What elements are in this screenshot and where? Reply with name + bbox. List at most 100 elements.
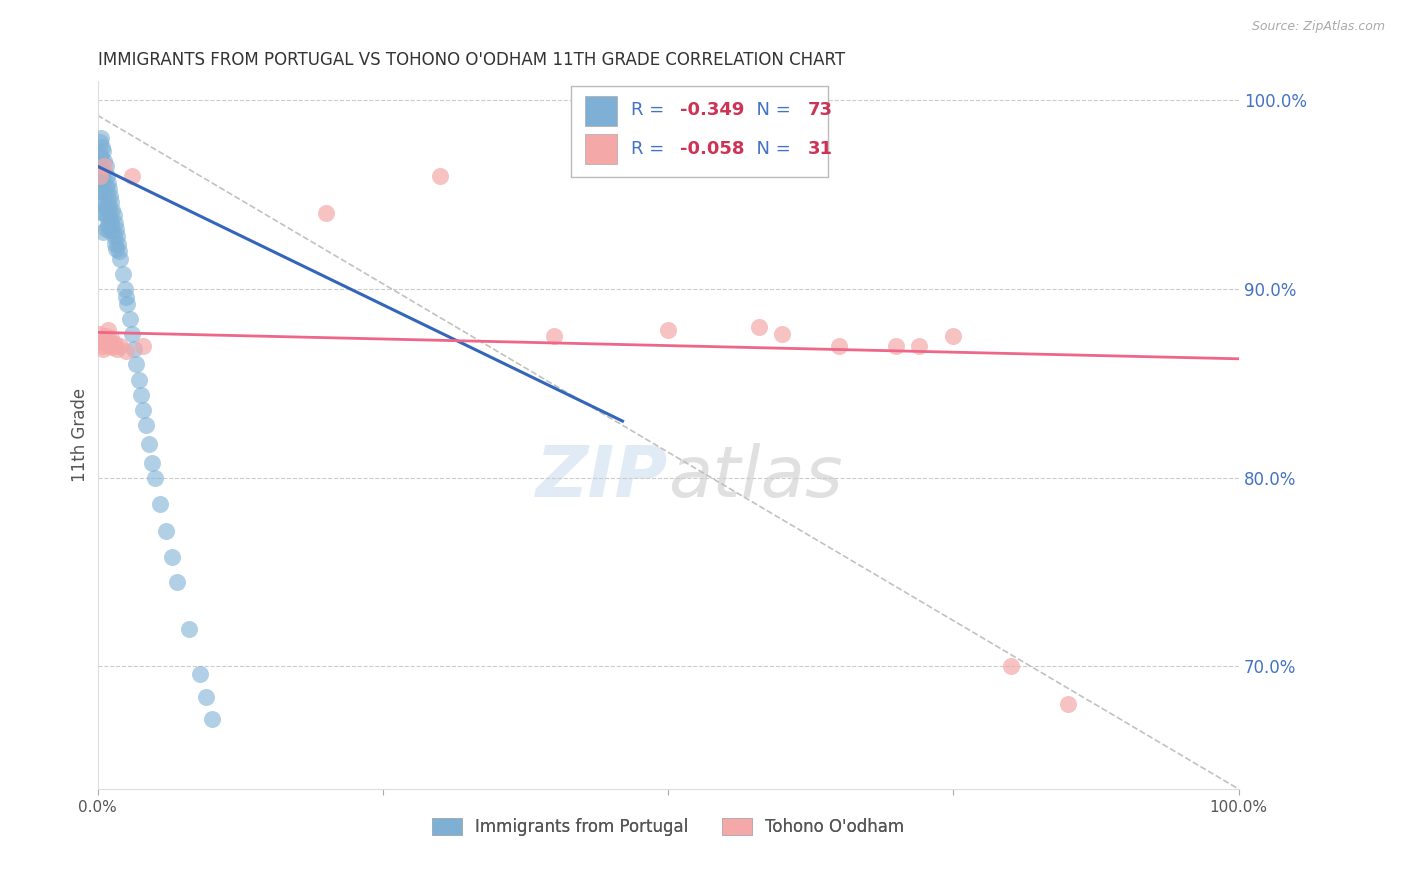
Text: 31: 31 xyxy=(807,139,832,158)
Text: N =: N = xyxy=(745,102,796,120)
Point xyxy=(103,229,125,244)
Point xyxy=(91,184,114,198)
Point xyxy=(104,216,127,230)
Point xyxy=(93,174,115,188)
Point xyxy=(121,169,143,183)
Point xyxy=(134,417,156,432)
Point xyxy=(160,549,183,564)
Point xyxy=(108,244,131,259)
Point xyxy=(96,336,118,351)
Point xyxy=(543,329,565,343)
Point xyxy=(93,159,115,173)
Point xyxy=(748,319,770,334)
Point xyxy=(91,225,114,239)
Point xyxy=(101,202,124,217)
Point xyxy=(101,341,124,355)
Point xyxy=(98,182,121,196)
Point xyxy=(1000,659,1022,673)
Point xyxy=(97,218,120,232)
Point xyxy=(886,338,908,352)
Point xyxy=(110,338,132,352)
Point xyxy=(195,690,218,704)
Point xyxy=(155,524,177,538)
Point xyxy=(104,336,127,351)
Text: -0.349: -0.349 xyxy=(679,102,744,120)
Text: N =: N = xyxy=(745,139,796,158)
Text: IMMIGRANTS FROM PORTUGAL VS TOHONO O'ODHAM 11TH GRADE CORRELATION CHART: IMMIGRANTS FROM PORTUGAL VS TOHONO O'ODH… xyxy=(97,51,845,69)
Point xyxy=(91,165,114,179)
Point xyxy=(125,358,148,372)
Point xyxy=(97,324,120,338)
Point xyxy=(143,471,166,485)
Point xyxy=(111,267,134,281)
Point xyxy=(93,153,115,168)
Text: Source: ZipAtlas.com: Source: ZipAtlas.com xyxy=(1251,20,1385,33)
Point xyxy=(770,327,793,342)
Point xyxy=(103,208,125,222)
Point xyxy=(188,667,211,681)
Point xyxy=(166,574,188,589)
Point xyxy=(98,334,121,349)
Point xyxy=(1056,697,1078,711)
Point xyxy=(91,184,114,198)
Point xyxy=(315,206,337,220)
Point xyxy=(91,343,114,357)
Point xyxy=(91,204,114,219)
Point xyxy=(87,169,110,183)
Point xyxy=(110,252,132,266)
Point xyxy=(114,282,136,296)
Point xyxy=(98,189,121,203)
Point xyxy=(138,436,160,450)
Point xyxy=(105,343,128,357)
Point xyxy=(89,184,111,198)
Point xyxy=(128,373,150,387)
Point xyxy=(104,236,127,251)
Point xyxy=(96,211,118,225)
Point xyxy=(89,169,111,183)
Point xyxy=(96,169,118,183)
Point xyxy=(118,312,141,326)
Point xyxy=(828,338,851,352)
Point xyxy=(91,163,114,178)
Point xyxy=(129,387,152,401)
Point xyxy=(177,622,200,636)
Point xyxy=(101,223,124,237)
Point xyxy=(657,324,679,338)
Point xyxy=(98,223,121,237)
FancyBboxPatch shape xyxy=(571,87,828,177)
Point xyxy=(117,297,139,311)
Point xyxy=(91,338,114,352)
Point xyxy=(93,195,115,210)
Point xyxy=(94,329,117,343)
Point xyxy=(91,206,114,220)
Point xyxy=(141,456,163,470)
Point xyxy=(87,146,110,161)
Point xyxy=(91,140,114,154)
Bar xyxy=(585,96,617,126)
Point xyxy=(121,327,143,342)
Point xyxy=(132,402,155,417)
Point xyxy=(89,135,111,149)
Point xyxy=(100,195,122,210)
Point xyxy=(132,338,155,352)
Point xyxy=(115,344,138,359)
Text: -0.058: -0.058 xyxy=(679,139,744,158)
Point xyxy=(104,221,127,235)
Bar xyxy=(585,135,617,164)
Point xyxy=(908,338,931,352)
Point xyxy=(201,712,224,726)
Point xyxy=(94,201,117,215)
Point xyxy=(100,331,122,345)
Point xyxy=(94,159,117,173)
Legend: Immigrants from Portugal, Tohono O'odham: Immigrants from Portugal, Tohono O'odham xyxy=(423,810,912,845)
Point xyxy=(96,189,118,203)
Point xyxy=(104,243,127,257)
Point xyxy=(90,150,112,164)
Point xyxy=(98,211,121,225)
Point xyxy=(90,172,112,186)
Text: R =: R = xyxy=(630,139,669,158)
Point xyxy=(105,229,128,244)
Point xyxy=(87,327,110,342)
Y-axis label: 11th Grade: 11th Grade xyxy=(72,388,89,483)
Text: R =: R = xyxy=(630,102,669,120)
